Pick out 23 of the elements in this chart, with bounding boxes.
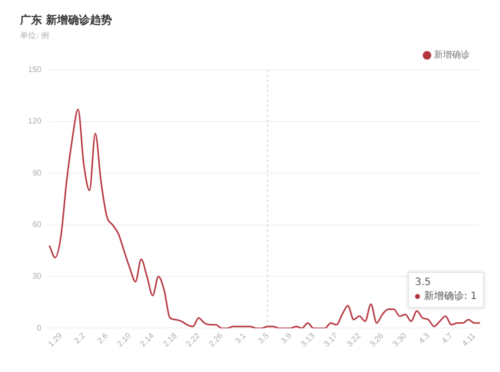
y-tick-label: 150 bbox=[28, 65, 42, 74]
x-tick-label: 3.13 bbox=[299, 330, 317, 349]
x-tick-label: 4.3 bbox=[417, 330, 432, 346]
chart-subtitle: 单位: 例 bbox=[20, 31, 50, 40]
y-tick-label: 30 bbox=[32, 272, 42, 281]
line-series bbox=[48, 108, 481, 328]
y-tick-label: 0 bbox=[36, 323, 42, 332]
x-tick-label: 3.22 bbox=[345, 330, 363, 349]
x-tick-label: 2.6 bbox=[96, 330, 110, 346]
x-tick-label: 4.11 bbox=[460, 330, 478, 348]
y-tick-label: 90 bbox=[32, 168, 42, 178]
chart-title: 广东 新增确诊趋势 bbox=[19, 13, 112, 26]
y-tick-label: 120 bbox=[28, 116, 42, 126]
x-tick-label: 2.2 bbox=[72, 330, 88, 346]
x-tick-label: 3.5 bbox=[256, 330, 271, 346]
x-tick-label: 3.30 bbox=[390, 330, 409, 349]
annotation: 3.5 新增确诊: 1 bbox=[415, 277, 477, 302]
x-tick-label: 3.26 bbox=[368, 330, 386, 349]
x-tick-label: 3.9 bbox=[279, 330, 294, 346]
legend-label: 新增确诊 bbox=[434, 50, 470, 61]
x-tick-label: 3.1 bbox=[233, 330, 248, 346]
y-tick-label: 60 bbox=[32, 220, 42, 230]
x-tick-label: 4.7 bbox=[440, 330, 455, 346]
